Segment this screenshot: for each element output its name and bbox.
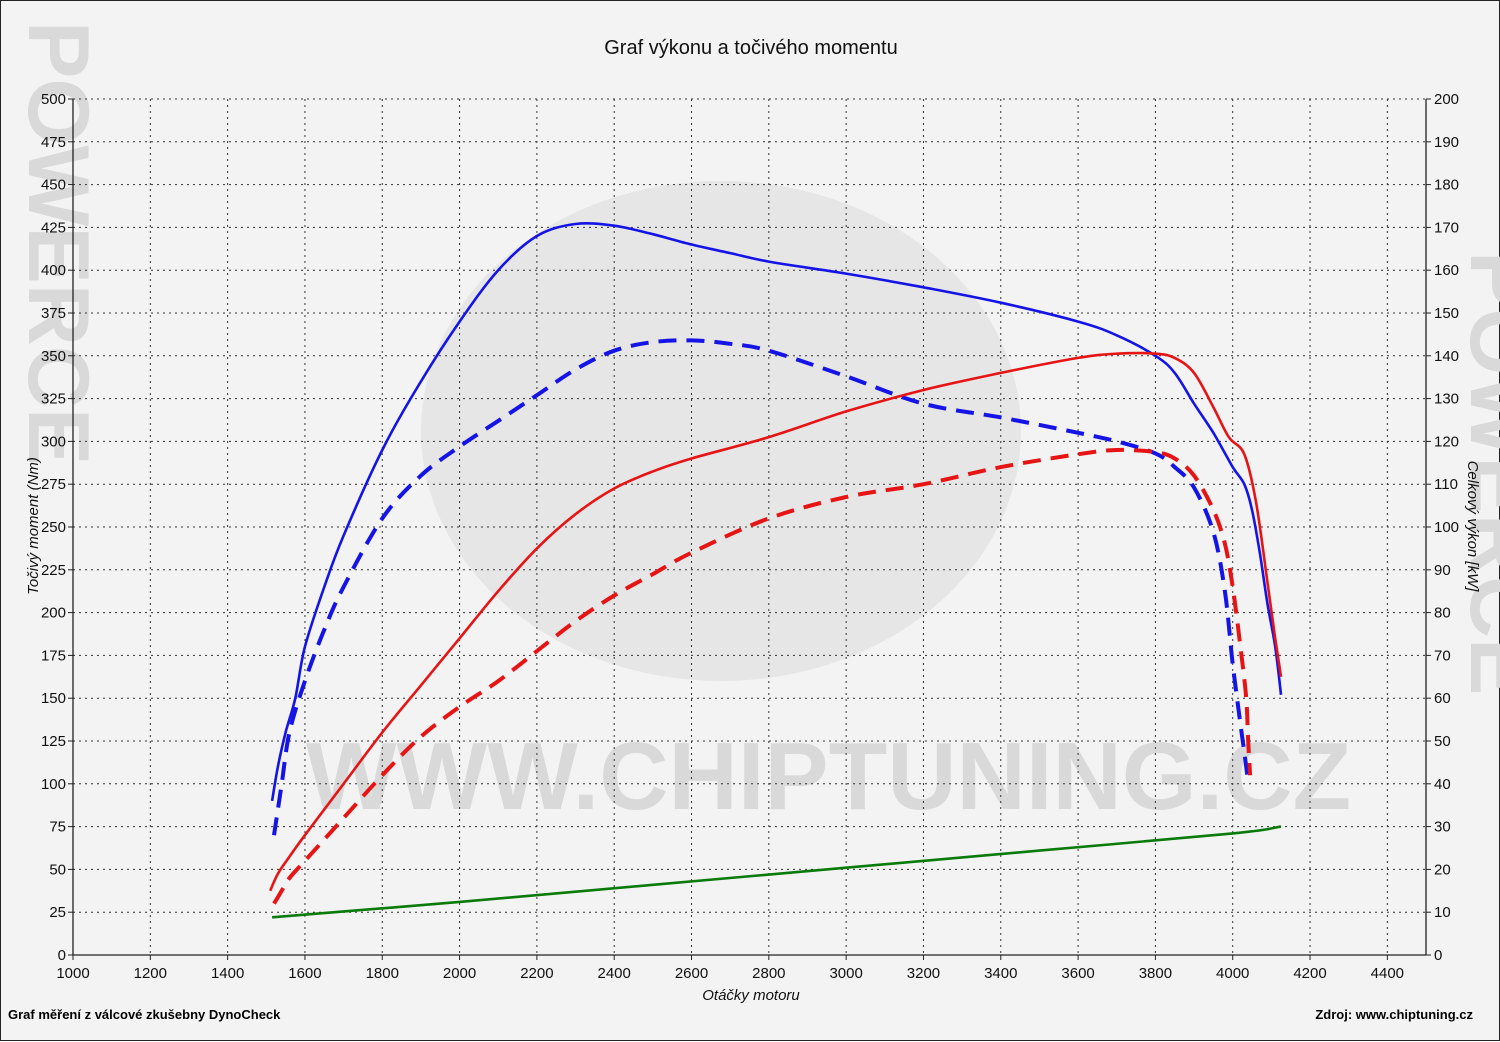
y-right-tick-label: 190: [1434, 134, 1459, 151]
x-tick-label: 3400: [984, 965, 1017, 982]
x-tick-label: 1600: [288, 965, 321, 982]
chart-title: Graf výkonu a točivého momentu: [604, 37, 897, 59]
y-left-tick-label: 0: [58, 947, 66, 964]
series-line-5: [271, 825, 1282, 919]
series-line-2: [272, 338, 1251, 836]
y-right-tick-label: 170: [1434, 219, 1459, 236]
x-tick-label: 4400: [1371, 965, 1404, 982]
x-tick-label: 4000: [1216, 965, 1249, 982]
y-left-tick-label: 200: [41, 605, 66, 622]
x-tick-label: 2000: [443, 965, 476, 982]
series-line-4: [272, 447, 1253, 905]
y-left-tick-label: 25: [49, 904, 66, 921]
series-layer: [268, 222, 1283, 919]
y-left-tick-label: 375: [41, 305, 66, 322]
y-left-tick-label: 475: [41, 134, 66, 151]
right-side-watermark: POWERCE: [1452, 251, 1500, 695]
y-right-tick-label: 80: [1434, 605, 1451, 622]
x-tick-label: 1000: [56, 965, 89, 982]
y-right-tick-label: 180: [1434, 177, 1459, 194]
x-tick-label: 3000: [829, 965, 862, 982]
y-left-tick-label: 50: [49, 861, 66, 878]
y-right-tick-label: 0: [1434, 947, 1442, 964]
y-left-tick-label: 175: [41, 647, 66, 664]
x-tick-label: 4200: [1293, 965, 1326, 982]
y-left-tick-label: 325: [41, 391, 66, 408]
y-right-tick-label: 70: [1434, 647, 1451, 664]
y-right-tick-label: 110: [1434, 476, 1458, 493]
y-right-tick-label: 100: [1434, 519, 1459, 536]
x-tick-label: 3200: [907, 965, 940, 982]
watermark-layer: WWW.CHIPTUNING.CZ POWERCE POWERCE: [10, 21, 1500, 830]
y-left-tick-label: 75: [49, 819, 66, 836]
y-left-tick-label: 250: [41, 519, 66, 536]
y-left-tick-label: 500: [41, 91, 66, 108]
y-right-tick-label: 140: [1434, 348, 1459, 365]
y-right-tick-label: 150: [1434, 305, 1459, 322]
y-right-tick-label: 90: [1434, 562, 1451, 579]
series-line-3: [268, 351, 1283, 892]
x-tick-label: 2800: [752, 965, 785, 982]
y-right-tick-label: 50: [1434, 733, 1451, 750]
y-right-tick-label: 130: [1434, 391, 1459, 408]
y-axis-right-label: Celkový výkon [kW]: [1464, 461, 1481, 593]
watermark-text: WWW.CHIPTUNING.CZ: [306, 723, 1351, 830]
grid-layer: [73, 98, 1426, 955]
x-tick-label: 1200: [134, 965, 167, 982]
watermark-logo-shape: [421, 181, 1021, 681]
y-right-tick-label: 60: [1434, 690, 1451, 707]
y-right-tick-label: 200: [1434, 91, 1459, 108]
x-tick-label: 3800: [1139, 965, 1172, 982]
y-left-tick-label: 125: [41, 733, 66, 750]
y-left-tick-label: 150: [41, 690, 66, 707]
y-axis-left-label: Točivý moment (Nm): [25, 457, 42, 595]
series-line-1: [270, 222, 1283, 802]
y-left-tick-label: 400: [41, 262, 66, 279]
x-tick-label: 3600: [1061, 965, 1094, 982]
y-left-tick-label: 275: [41, 476, 66, 493]
y-left-tick-label: 225: [41, 562, 66, 579]
x-tick-label: 2200: [520, 965, 553, 982]
footer-source-left: Graf měření z válcové zkušebny DynoCheck: [8, 1007, 281, 1022]
left-side-watermark: POWERCE: [10, 21, 106, 465]
y-left-tick-label: 425: [41, 219, 66, 236]
y-left-tick-label: 350: [41, 348, 66, 365]
x-tick-label: 2600: [675, 965, 708, 982]
y-left-tick-label: 300: [41, 433, 66, 450]
y-left-tick-label: 450: [41, 177, 66, 194]
ticks-layer: 1000 1200 1400 1600 1800 2000 2200 2400 2600 2800…: [41, 91, 1459, 982]
x-tick-label: 1400: [211, 965, 244, 982]
y-left-tick-label: 100: [41, 776, 66, 793]
y-right-tick-label: 20: [1434, 861, 1451, 878]
y-right-tick-label: 160: [1434, 262, 1459, 279]
footer-source-right: Zdroj: www.chiptuning.cz: [1315, 1007, 1473, 1022]
x-tick-label: 1800: [366, 965, 399, 982]
y-right-tick-label: 30: [1434, 819, 1451, 836]
y-right-tick-label: 120: [1434, 433, 1459, 450]
y-right-tick-label: 40: [1434, 776, 1451, 793]
x-axis-label: Otáčky motoru: [702, 987, 800, 1004]
x-tick-label: 2400: [598, 965, 631, 982]
y-right-tick-label: 10: [1434, 904, 1451, 921]
